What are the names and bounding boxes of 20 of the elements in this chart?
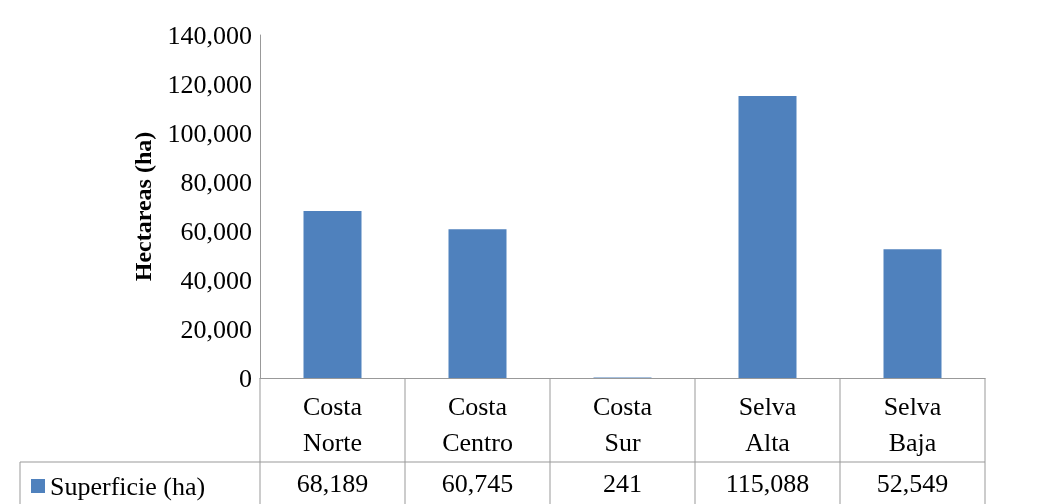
x-tick-label: Costa Centro — [442, 391, 513, 457]
y-tick-label: 0 — [239, 363, 252, 393]
y-tick-label: 140,000 — [167, 20, 252, 50]
legend-label: Superficie (ha) — [50, 471, 206, 501]
x-tick-label: Selva Alta — [738, 391, 797, 457]
x-tick-label: Costa Norte — [302, 391, 363, 457]
y-tick-label: 100,000 — [167, 118, 252, 148]
y-tick-label: 80,000 — [180, 167, 252, 197]
data-label: 52,549 — [876, 468, 949, 498]
data-label: 115,088 — [725, 468, 810, 498]
x-tick-label: Selva Baja — [883, 391, 942, 457]
y-tick-label: 40,000 — [180, 265, 252, 295]
data-label: 241 — [603, 468, 642, 498]
data-label: 60,745 — [441, 468, 514, 498]
x-tick-label: Costa Sur — [592, 391, 653, 457]
y-axis-title: Hectareas (ha) — [130, 131, 156, 282]
y-tick-label: 20,000 — [180, 314, 252, 344]
y-tick-label: 120,000 — [167, 69, 252, 99]
data-label: 68,189 — [296, 468, 369, 498]
y-tick-label: 60,000 — [180, 216, 252, 246]
